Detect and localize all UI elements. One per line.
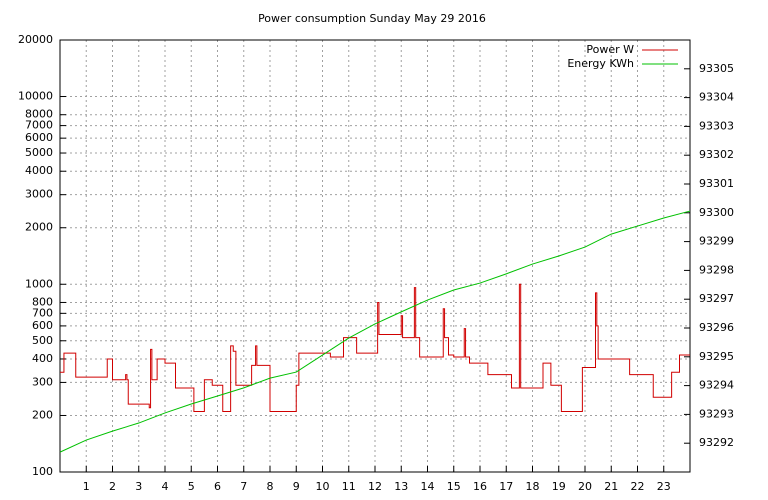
y2-tick-label: 93296: [699, 321, 734, 334]
x-tick-label: 6: [214, 480, 221, 493]
x-tick-label: 20: [578, 480, 592, 493]
y-tick-label: 3000: [25, 188, 53, 201]
x-tick-label: 7: [240, 480, 247, 493]
x-tick-label: 9: [293, 480, 300, 493]
x-tick-label: 5: [188, 480, 195, 493]
y-tick-label: 200: [32, 408, 53, 421]
y2-tick-label: 93299: [699, 235, 734, 248]
x-tick-label: 23: [657, 480, 671, 493]
x-tick-label: 22: [631, 480, 645, 493]
y2-tick-label: 93298: [699, 263, 734, 276]
x-tick-label: 21: [604, 480, 618, 493]
y-tick-label: 5000: [25, 146, 53, 159]
y2-tick-label: 93292: [699, 436, 734, 449]
y-tick-label: 600: [32, 319, 53, 332]
y-tick-label: 8000: [25, 108, 53, 121]
x-tick-label: 3: [135, 480, 142, 493]
x-tick-label: 13: [394, 480, 408, 493]
x-tick-label: 15: [447, 480, 461, 493]
data-line: [60, 283, 690, 413]
y2-tick-label: 93302: [699, 148, 734, 161]
y-tick-label: 4000: [25, 164, 53, 177]
y2-tick-label: 93294: [699, 379, 734, 392]
y2-tick-label: 93305: [699, 62, 734, 75]
y-tick-label: 100: [32, 465, 53, 478]
y2-tick-label: 93301: [699, 177, 734, 190]
chart-title: Power consumption Sunday May 29 2016: [258, 12, 486, 25]
x-tick-label: 2: [109, 480, 116, 493]
x-tick-label: 12: [368, 480, 382, 493]
y2-tick-label: 93300: [699, 206, 734, 219]
y2-tick-label: 93304: [699, 91, 734, 104]
y-tick-label: 800: [32, 295, 53, 308]
y2-tick-label: 93303: [699, 119, 734, 132]
legend-label: Energy KWh: [567, 57, 634, 70]
y-tick-label: 10000: [18, 90, 53, 103]
x-tick-label: 10: [316, 480, 330, 493]
x-tick-label: 1: [83, 480, 90, 493]
x-tick-label: 4: [162, 480, 169, 493]
y-tick-label: 1000: [25, 277, 53, 290]
x-tick-label: 19: [552, 480, 566, 493]
data-line: [59, 210, 691, 453]
legend-label: Power W: [586, 43, 634, 56]
y-tick-label: 2000: [25, 221, 53, 234]
x-tick-label: 14: [421, 480, 435, 493]
y-tick-label: 500: [32, 334, 53, 347]
y-tick-label: 20000: [18, 33, 53, 46]
plot-frame: [59, 39, 691, 473]
x-tick-label: 16: [473, 480, 487, 493]
y-tick-label: 7000: [25, 119, 53, 132]
y2-tick-label: 93293: [699, 407, 734, 420]
y-tick-label: 300: [32, 375, 53, 388]
x-tick-label: 11: [342, 480, 356, 493]
x-tick-label: 18: [526, 480, 540, 493]
x-tick-label: 17: [499, 480, 513, 493]
y-tick-label: 400: [32, 352, 53, 365]
y2-tick-label: 93295: [699, 350, 734, 363]
y2-tick-label: 93297: [699, 292, 734, 305]
x-tick-label: 8: [267, 480, 274, 493]
y-tick-label: 700: [32, 306, 53, 319]
y-tick-label: 6000: [25, 131, 53, 144]
